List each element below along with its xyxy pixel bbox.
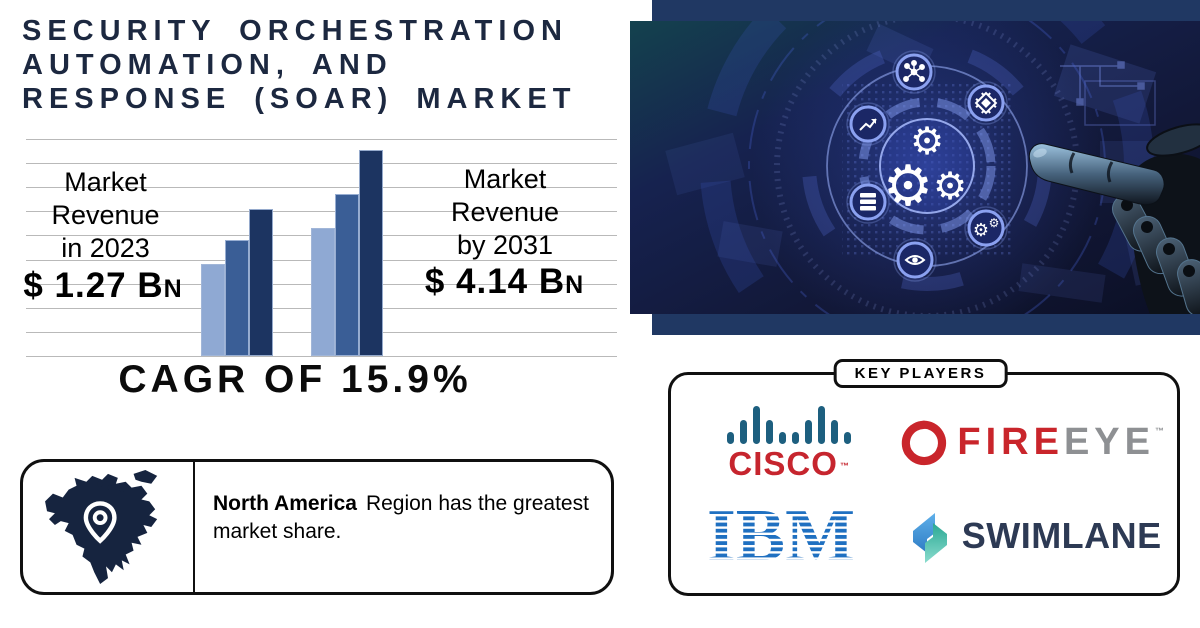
robot-hand-hero-image: ⚙ ⚙ ⚙ ⚙ ⚙ (630, 21, 1200, 314)
ibm-wordmark: IBM (707, 504, 855, 568)
region-description: Region has the greatest market share. (213, 492, 589, 543)
region-name: North America (213, 492, 357, 515)
grid-line (26, 163, 617, 165)
grid-line (26, 356, 617, 357)
swimlane-wordmark: SWIMLANE (961, 515, 1162, 556)
region-callout-box: North America Region has the greatest mar… (20, 459, 614, 595)
label-revenue-2023: Market Revenue in 2023 (51, 167, 160, 263)
bar-market-revenue-by-2031-bar-medium (335, 194, 359, 356)
value-2031: $ 4.14 Bn (424, 262, 585, 301)
cisco-logo: CISCO ™ (727, 404, 852, 482)
fireeye-wordmark: FIREEYE™ (957, 421, 1169, 463)
fireeye-tm: ™ (1155, 426, 1169, 436)
grid-line (26, 187, 617, 189)
svg-text:⚙: ⚙ (910, 119, 944, 163)
label-revenue-2031: Market Revenue by 2031 (450, 164, 560, 260)
svg-text:⚙: ⚙ (933, 164, 967, 208)
north-america-map-svg (45, 469, 158, 585)
page-title: SECURITY ORCHESTRATION AUTOMATION, AND R… (22, 14, 576, 116)
cisco-wordmark: CISCO ™ (728, 445, 850, 482)
svg-text:⚙: ⚙ (883, 154, 933, 219)
eye-icon (893, 238, 937, 282)
bar-market-revenue-in-2023-bar-medium (225, 240, 249, 356)
title-line-1: SECURITY ORCHESTRATION (22, 15, 568, 47)
trend-chart-icon (846, 102, 890, 146)
robot-hand (1028, 123, 1200, 314)
grid-line (26, 139, 617, 140)
bar-market-revenue-by-2031-bar-dark (359, 150, 383, 356)
bar-market-revenue-in-2023-bar-light (201, 264, 225, 356)
svg-text:⚙: ⚙ (989, 216, 1000, 230)
swimlane-icon (912, 513, 947, 563)
svg-text:⚙: ⚙ (973, 220, 989, 241)
small-gears-icon: ⚙ ⚙ (964, 206, 1008, 250)
cagr-callout: CAGR OF 15.9% (118, 358, 472, 401)
region-callout-text: North America Region has the greatest mar… (195, 462, 611, 592)
cisco-tm: ™ (839, 461, 850, 471)
bar-market-revenue-by-2031-bar-light (311, 228, 335, 356)
value-2023: $ 1.27 Bn (23, 266, 183, 305)
title-line-3: RESPONSE (SOAR) MARKET (22, 83, 577, 115)
key-players-label: KEY PLAYERS (833, 359, 1008, 388)
fireeye-swirl-icon (902, 420, 947, 466)
key-players-grid: CISCO ™ FIREEYE™ IBM (671, 375, 1177, 593)
fireeye-logo: FIREEYE™ (899, 417, 1169, 467)
north-america-map-icon (23, 462, 195, 592)
location-pin-icon (83, 501, 117, 544)
network-node-icon (892, 50, 936, 94)
server-stack-icon (846, 180, 890, 224)
bar-market-revenue-in-2023-bar-dark (249, 209, 273, 356)
ibm-logo: IBM (707, 504, 855, 568)
bar-chart (0, 0, 620, 400)
swimlane-logo: SWIMLANE (907, 507, 1162, 565)
title-line-2: AUTOMATION, AND (22, 49, 393, 81)
key-players-box: KEY PLAYERS CISCO ™ FIREEYE™ (668, 359, 1180, 596)
cisco-bridge-icon (727, 404, 852, 444)
gears-icon: ⚙ ⚙ ⚙ (883, 119, 967, 219)
grid-line (26, 211, 617, 213)
chip-icon (964, 81, 1008, 125)
circuit-traces (1060, 61, 1145, 106)
